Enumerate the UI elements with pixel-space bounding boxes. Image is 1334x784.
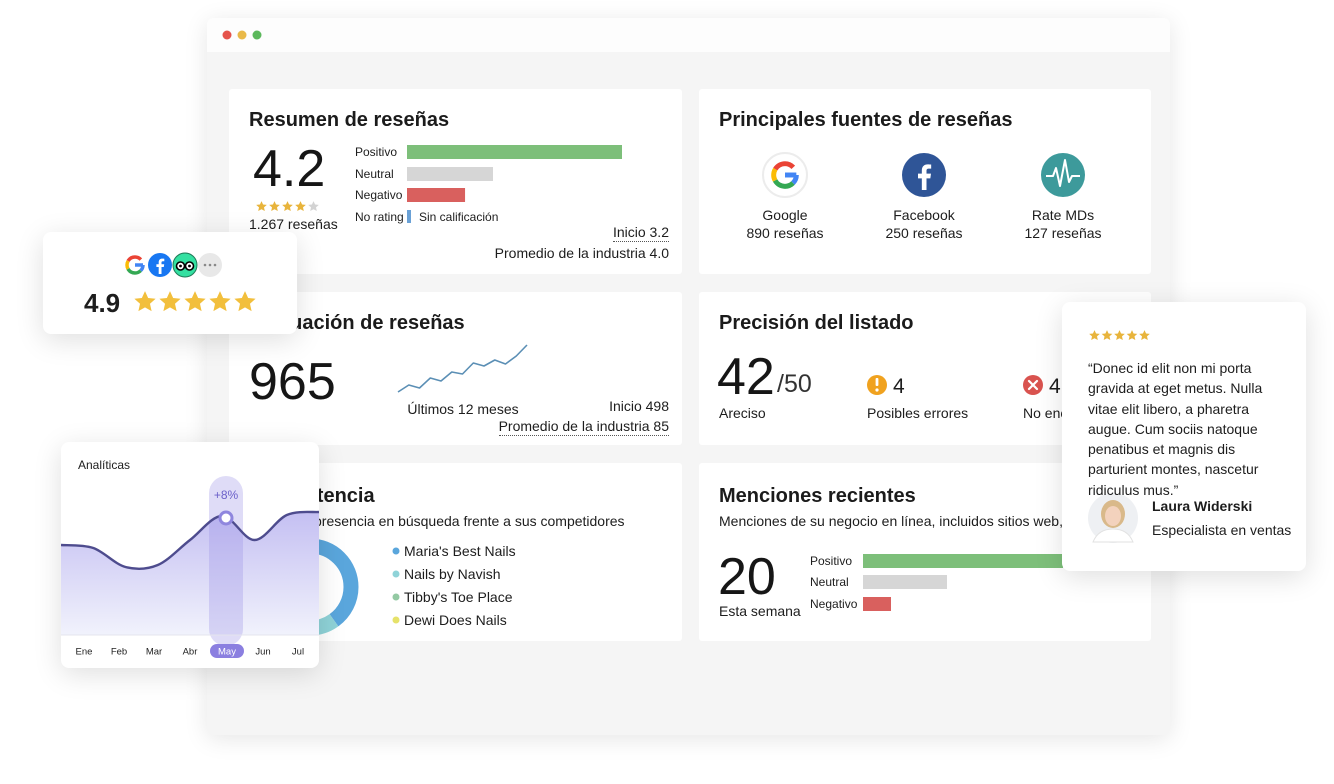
change-label: +8% <box>213 488 239 502</box>
month-label: May <box>218 647 236 658</box>
month-label: Feb <box>111 647 127 658</box>
legend-label: Tibby's Toe Place <box>404 589 513 605</box>
month-label: Abr <box>183 647 198 658</box>
highlight-dot <box>218 510 234 526</box>
testimonial-stars <box>1089 330 1150 341</box>
month-label: Jun <box>255 647 270 658</box>
errors-count: 4 <box>893 375 905 398</box>
legend-label: Negativo <box>810 597 858 611</box>
area-fill <box>61 511 319 635</box>
month-label: Mar <box>146 647 162 658</box>
legend-label: Dewi Does Nails <box>404 612 507 628</box>
window-titlebar <box>207 18 1170 52</box>
card-subtitle: Menciones de su negocio en línea, inclui… <box>719 513 1142 529</box>
badge-graphics <box>123 252 256 312</box>
facebook-icon <box>148 253 172 277</box>
maximize-dot[interactable] <box>252 30 262 40</box>
source-count: 250 reseñas <box>885 225 963 241</box>
badge-stars <box>134 291 256 312</box>
period-label: Esta semana <box>719 603 801 619</box>
highlight-column <box>209 476 243 646</box>
legend-label: Nails by Navish <box>404 566 501 582</box>
no-rating-marker <box>407 210 411 223</box>
accuracy-total: /50 <box>777 370 812 398</box>
sentiment-bar <box>863 575 947 589</box>
testimonial-card: “Donec id elit non mi porta gravida at e… <box>1062 302 1306 571</box>
card-subtitle: Su presencia en búsqueda frente a sus co… <box>293 513 625 529</box>
tripadvisor-icon <box>172 252 198 278</box>
start-value: Inicio 3.2 <box>612 224 669 242</box>
legend-dot <box>392 547 400 555</box>
sentiment-bar <box>407 167 493 181</box>
errors-label: Posibles errores <box>867 405 969 421</box>
start-value: Inicio 498 <box>609 398 669 414</box>
legend-label: Positivo <box>810 554 853 568</box>
facebook-icon <box>902 153 946 197</box>
legend-dot <box>392 616 400 624</box>
analytics-title: Analíticas <box>78 458 131 472</box>
ratemds-icon <box>1041 153 1085 197</box>
industry-average: Promedio de la industria 4.0 <box>494 245 669 261</box>
badge-rating: 4.9 <box>84 288 121 318</box>
review-count: 1.267 reseñas <box>249 216 338 232</box>
legend-label: Negativo <box>355 188 403 202</box>
minimize-dot[interactable] <box>237 30 247 40</box>
legend-label: Neutral <box>810 575 849 589</box>
legend-dot <box>392 593 400 601</box>
google-icon <box>762 152 808 198</box>
google-icon <box>123 253 147 277</box>
period-label: Últimos 12 meses <box>407 401 519 417</box>
testimonial-role: Especialista en ventas <box>1152 522 1292 538</box>
missing-count: 4 <box>1049 375 1061 398</box>
card-title: Precisión del listado <box>719 312 914 334</box>
evaluation-card <box>229 292 682 445</box>
close-dot[interactable] <box>222 30 232 40</box>
warning-icon <box>867 375 887 395</box>
sentiment-bar <box>407 145 622 159</box>
month-label: Ene <box>76 647 93 658</box>
analytics-card: Ene Feb Mar Abr May Jun Jul Analíticas +8% <box>61 442 319 668</box>
card-title: Evaluación de reseñas <box>249 312 465 334</box>
sentiment-bar <box>863 597 891 611</box>
legend-label: No rating <box>355 210 404 224</box>
industry-average: Promedio de la industria 85 <box>498 418 669 436</box>
rating-value: 4.2 <box>253 140 326 198</box>
card-title: Menciones recientes <box>719 485 916 507</box>
card-title: Principales fuentes de reseñas <box>719 109 1013 131</box>
legend-dot <box>392 570 400 578</box>
summary-card <box>229 89 682 274</box>
sentiment-bar <box>863 554 1063 568</box>
more-icon[interactable] <box>198 253 222 277</box>
trend-line <box>397 344 528 393</box>
testimonial-quote: “Donec id elit non mi porta gravida at e… <box>1088 360 1263 498</box>
avatar <box>1088 493 1138 543</box>
total-reviews: 965 <box>249 353 336 411</box>
summary-stars <box>256 201 319 212</box>
month-pill <box>210 644 244 658</box>
analytics-graphics: Ene Feb Mar Abr May Jun Jul <box>61 476 319 658</box>
testimonial-name: Laura Widerski <box>1152 498 1253 514</box>
accuracy-score: 42 <box>717 348 775 406</box>
source-name: Google <box>762 207 808 223</box>
no-rating-text: Sin calificación <box>419 210 499 224</box>
not-found-icon <box>1023 375 1043 395</box>
area-line <box>61 510 319 570</box>
month-label: Jul <box>292 647 304 658</box>
score-label: Areciso <box>719 405 766 421</box>
source-name: Facebook <box>893 207 955 223</box>
rating-badge: 4.9 <box>43 232 297 334</box>
source-name: Rate MDs <box>1031 207 1095 223</box>
testimonial-graphics <box>1088 330 1150 543</box>
source-count: 127 reseñas <box>1024 225 1102 241</box>
legend-label: Maria's Best Nails <box>404 543 516 559</box>
legend-label: Positivo <box>355 145 398 159</box>
source-count: 890 reseñas <box>746 225 824 241</box>
legend-label: Neutral <box>355 167 394 181</box>
sentiment-bar <box>407 188 466 202</box>
mentions-count: 20 <box>718 548 776 606</box>
card-title: Resumen de reseñas <box>249 109 450 131</box>
